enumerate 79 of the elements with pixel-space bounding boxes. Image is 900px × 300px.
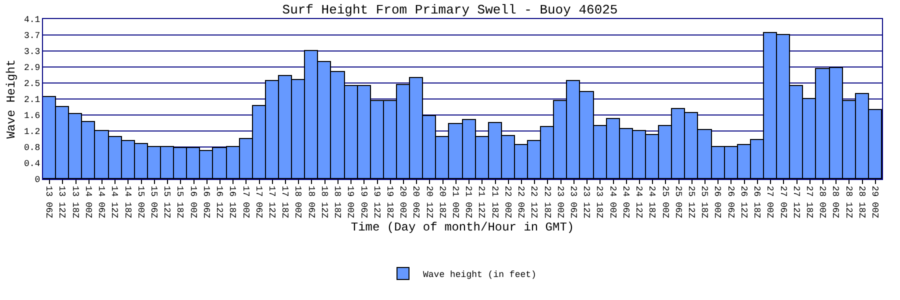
y-tick-label: 3.3 — [24, 47, 40, 58]
x-tick-label: 28 12Z — [843, 186, 854, 219]
x-tick-label: 25 00Z — [660, 186, 670, 219]
x-tick-label: 24 06Z — [620, 186, 630, 219]
x-tick-label: 16 12Z — [214, 186, 224, 219]
x-tick-label: 13 12Z — [56, 186, 67, 219]
x-tick-label: 16 00Z — [188, 186, 198, 219]
x-tick-label: 17 00Z — [240, 186, 250, 219]
x-tick-label: 27 18Z — [804, 186, 814, 219]
x-tick-label: 15 12Z — [162, 186, 172, 219]
x-tick-label: 25 18Z — [699, 186, 710, 219]
y-tick-label: 0 — [34, 175, 40, 186]
x-tick-label: 29 00Z — [870, 186, 880, 219]
x-tick-label: 27 06Z — [778, 186, 788, 219]
x-tick-label: 17 12Z — [266, 186, 276, 219]
x-tick-label: 17 06Z — [253, 186, 264, 219]
y-axis-title: Wave Height — [4, 59, 18, 139]
y-tick-label: 1.6 — [24, 111, 40, 122]
x-tick-label: 20 00Z — [398, 186, 408, 219]
x-tick-label: 22 18Z — [542, 186, 552, 219]
x-tick-label: 24 12Z — [634, 186, 644, 219]
x-tick-label: 21 00Z — [450, 186, 460, 219]
x-tick-label: 18 06Z — [306, 186, 316, 219]
x-tick-label: 15 00Z — [135, 186, 146, 219]
x-tick-label: 24 00Z — [607, 186, 618, 219]
x-tick-label: 22 06Z — [516, 186, 526, 219]
y-tick-label: 4.1 — [24, 15, 40, 26]
x-tick-label: 22 12Z — [528, 186, 539, 219]
x-tick-label: 13 06Z — [44, 186, 54, 219]
x-tick-label: 25 06Z — [672, 186, 683, 219]
x-tick-label: 19 06Z — [358, 186, 368, 219]
x-tick-label: 16 18Z — [227, 186, 238, 219]
x-tick-label: 24 18Z — [646, 186, 657, 219]
x-tick-label: 19 12Z — [371, 186, 382, 219]
x-tick-label: 18 12Z — [318, 186, 329, 219]
chart-title: Surf Height From Primary Swell - Buoy 46025 — [282, 2, 618, 18]
y-tick-label: 2.5 — [24, 79, 40, 90]
legend-label: Wave height (in feet) — [423, 270, 536, 280]
x-tick-label: 17 18Z — [280, 186, 290, 219]
x-tick-label: 21 06Z — [463, 186, 474, 219]
x-tick-label: 26 00Z — [712, 186, 722, 219]
x-tick-label: 26 18Z — [752, 186, 762, 219]
x-tick-label: 13 18Z — [70, 186, 80, 219]
x-tick-label: 28 00Z — [817, 186, 828, 219]
y-tick-label: 2.1 — [24, 95, 40, 106]
x-tick-label: 14 12Z — [109, 186, 120, 219]
x-tick-label: 23 12Z — [581, 186, 592, 219]
x-tick-label: 16 06Z — [200, 186, 211, 219]
x-tick-label: 18 18Z — [332, 186, 342, 219]
x-tick-label: 19 00Z — [345, 186, 356, 219]
x-tick-label: 22 00Z — [502, 186, 512, 219]
x-tick-label: 20 12Z — [424, 186, 434, 219]
x-tick-label: 20 18Z — [436, 186, 447, 219]
y-tick-label: 2.9 — [24, 63, 40, 74]
x-tick-label: 23 00Z — [554, 186, 565, 219]
x-tick-label: 27 12Z — [790, 186, 801, 219]
x-tick-label: 18 00Z — [292, 186, 303, 219]
x-tick-label: 23 06Z — [568, 186, 578, 219]
x-tick-label: 19 18Z — [384, 186, 394, 219]
y-tick-label: 0.4 — [24, 159, 40, 170]
x-tick-label: 28 18Z — [856, 186, 866, 219]
x-tick-label: 20 06Z — [410, 186, 421, 219]
y-tick-label: 3.7 — [24, 31, 40, 42]
x-tick-label: 21 12Z — [476, 186, 486, 219]
x-tick-label: 25 12Z — [686, 186, 696, 219]
x-tick-label: 14 06Z — [96, 186, 106, 219]
x-tick-label: 27 00Z — [764, 186, 775, 219]
x-tick-label: 14 00Z — [82, 186, 93, 219]
y-tick-label: 1.2 — [24, 127, 40, 138]
x-axis-title: Time (Day of month/Hour in GMT) — [350, 220, 574, 235]
x-tick-label: 28 06Z — [830, 186, 840, 219]
x-tick-label: 15 06Z — [148, 186, 159, 219]
x-tick-label: 23 18Z — [594, 186, 604, 219]
x-tick-label: 21 18Z — [489, 186, 500, 219]
x-tick-label: 15 18Z — [174, 186, 185, 219]
x-tick-label: 26 06Z — [725, 186, 736, 219]
x-tick-label: 14 18Z — [122, 186, 132, 219]
x-tick-label: 26 12Z — [738, 186, 748, 219]
y-tick-label: 0.8 — [24, 143, 40, 154]
